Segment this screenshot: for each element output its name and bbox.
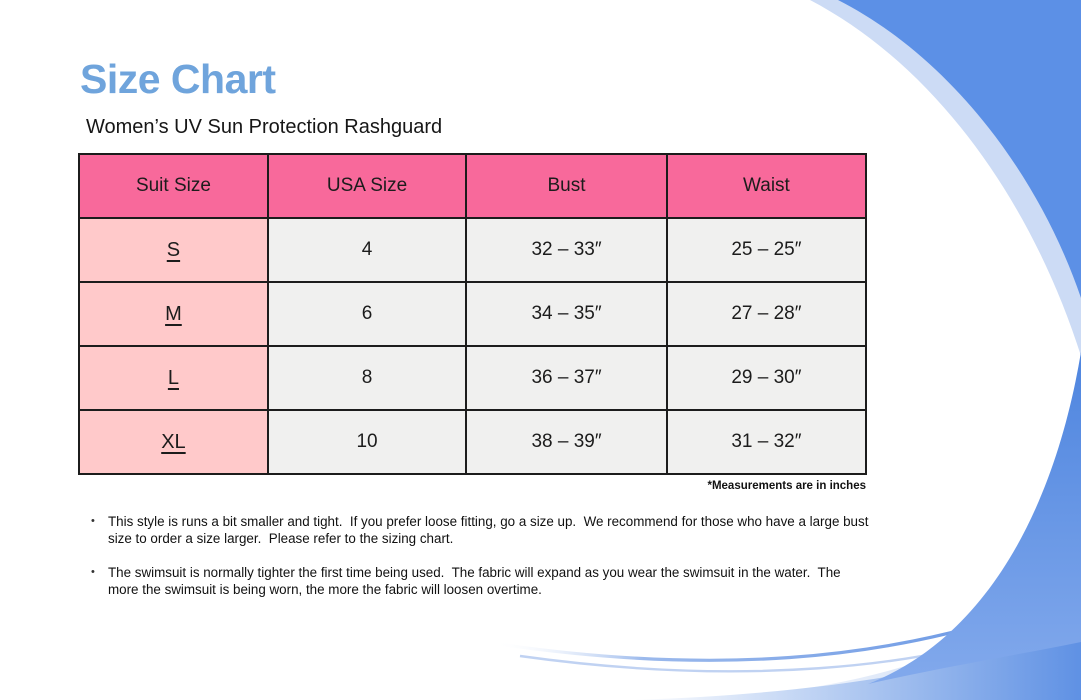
column-header-bust: Bust — [465, 153, 668, 219]
note-text: This style is runs a bit smaller and tig… — [108, 514, 873, 546]
cell-bust: 34 – 35″ — [465, 281, 668, 347]
table-row: XL 10 38 – 39″ 31 – 32″ — [78, 409, 868, 475]
size-chart-table: Suit Size USA Size Bust Waist S 4 32 – 3… — [78, 153, 868, 475]
cell-bust: 38 – 39″ — [465, 409, 668, 475]
cell-bust: 32 – 33″ — [465, 217, 668, 283]
table-row: S 4 32 – 33″ 25 – 25″ — [78, 217, 868, 283]
column-header-suit-size: Suit Size — [78, 153, 269, 219]
cell-usa-size: 8 — [266, 345, 468, 411]
cell-usa-size: 4 — [266, 217, 468, 283]
swoosh-bottom-wedge — [630, 616, 1081, 700]
list-item: • This style is runs a bit smaller and ti… — [89, 513, 869, 547]
measurements-footnote: *Measurements are in inches — [707, 480, 866, 492]
column-header-usa-size: USA Size — [266, 153, 468, 219]
cell-bust: 36 – 37″ — [465, 345, 668, 411]
cell-waist: 27 – 28″ — [665, 281, 868, 347]
cell-waist: 29 – 30″ — [665, 345, 868, 411]
table-row: L 8 36 – 37″ 29 – 30″ — [78, 345, 868, 411]
page-subtitle: Women’s UV Sun Protection Rashguard — [86, 116, 443, 138]
column-header-waist: Waist — [665, 153, 868, 219]
notes-list: • This style is runs a bit smaller and ti… — [89, 513, 869, 615]
cell-suit-size: M — [78, 281, 269, 347]
list-item: • The swimsuit is normally tighter the fi… — [89, 564, 869, 598]
cell-suit-size: XL — [78, 409, 269, 475]
cell-suit-size: L — [78, 345, 269, 411]
bullet-icon: • — [91, 566, 95, 578]
cell-waist: 25 – 25″ — [665, 217, 868, 283]
swoosh-dark-corner — [838, 0, 1081, 298]
page-title: Size Chart — [80, 56, 276, 102]
table-row: M 6 34 – 35″ 27 – 28″ — [78, 281, 868, 347]
table-header-row: Suit Size USA Size Bust Waist — [78, 153, 868, 219]
cell-waist: 31 – 32″ — [665, 409, 868, 475]
cell-usa-size: 10 — [266, 409, 468, 475]
swoosh-right-crescent — [868, 352, 1081, 684]
note-text: The swimsuit is normally tighter the fir… — [108, 565, 845, 597]
cell-usa-size: 6 — [266, 281, 468, 347]
bullet-icon: • — [91, 515, 95, 527]
cell-suit-size: S — [78, 217, 269, 283]
